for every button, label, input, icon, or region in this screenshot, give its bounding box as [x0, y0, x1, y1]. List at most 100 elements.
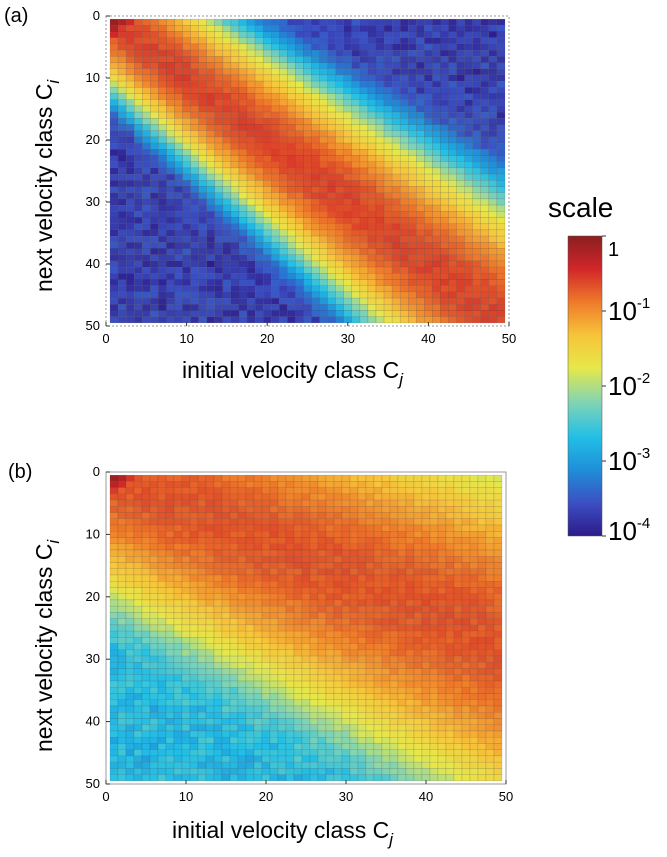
heat-cell-a	[230, 192, 240, 200]
heat-cell-b	[469, 474, 479, 482]
heat-cell-a	[367, 266, 377, 274]
heat-cell-a	[166, 229, 175, 237]
heat-cell-a	[391, 130, 401, 138]
heat-cell-a	[375, 136, 385, 144]
heat-cell-a	[327, 62, 336, 69]
heat-cell-a	[198, 31, 207, 38]
heat-cell-a	[142, 49, 151, 57]
heat-cell-b	[485, 605, 495, 613]
heat-cell-b	[357, 730, 367, 738]
heat-cell-b	[301, 768, 311, 775]
heat-cell-b	[141, 493, 151, 501]
heat-cell-a	[488, 111, 498, 119]
heat-cell-b	[397, 643, 407, 651]
heat-cell-b	[413, 668, 423, 675]
heat-cell-a	[262, 111, 272, 119]
heat-cell-a	[448, 87, 457, 94]
heat-cell-a	[432, 56, 441, 63]
heat-cell-a	[109, 235, 119, 243]
heat-cell-b	[445, 637, 455, 644]
heat-cell-b	[349, 506, 359, 513]
heat-cell-b	[461, 474, 471, 482]
heat-cell-b	[405, 549, 415, 557]
heat-cell-b	[293, 724, 303, 732]
heat-cell-a	[117, 186, 127, 193]
heat-cell-b	[165, 687, 175, 694]
heat-cell-b	[373, 506, 383, 513]
heat-cell-a	[303, 173, 312, 181]
heat-cell-a	[134, 124, 143, 131]
heat-cell-a	[174, 99, 183, 107]
heat-cell-a	[279, 192, 288, 200]
heat-cell-a	[142, 260, 151, 268]
heat-cell-b	[117, 543, 127, 551]
heat-cell-a	[182, 111, 191, 119]
heat-cell-b	[477, 624, 487, 632]
x-tick-label: 10	[179, 789, 193, 804]
heat-cell-a	[391, 105, 401, 113]
heat-cell-b	[389, 643, 399, 651]
heat-cell-a	[150, 118, 159, 125]
heat-cell-b	[389, 556, 399, 563]
heat-cell-b	[317, 531, 327, 538]
heat-cell-b	[293, 680, 303, 688]
heat-cell-b	[149, 737, 159, 744]
heat-cell-a	[238, 266, 248, 274]
heat-cell-b	[317, 761, 327, 769]
heat-cell-a	[125, 186, 135, 193]
heat-cell-b	[109, 687, 119, 694]
heat-cell-a	[150, 173, 159, 181]
heat-cell-a	[424, 310, 433, 317]
heat-cell-b	[133, 693, 143, 700]
heat-cell-a	[246, 56, 256, 63]
heat-cell-a	[319, 56, 328, 63]
heat-cell-a	[335, 279, 344, 286]
heat-cell-b	[221, 655, 231, 663]
heat-cell-b	[317, 668, 327, 675]
heat-cell-b	[149, 537, 159, 544]
heat-cell-a	[424, 155, 433, 162]
heat-cell-a	[399, 68, 409, 76]
heat-cell-b	[173, 556, 183, 563]
heat-cell-a	[327, 235, 336, 243]
heat-cell-b	[397, 712, 407, 719]
heat-cell-b	[317, 574, 327, 582]
heat-cell-a	[254, 173, 264, 181]
heat-cell-b	[213, 499, 223, 507]
heat-cell-a	[367, 155, 377, 162]
heat-cell-b	[373, 487, 383, 495]
heat-cell-a	[440, 161, 449, 169]
heat-cell-a	[222, 99, 232, 107]
heat-cell-a	[391, 93, 401, 100]
heat-cell-b	[301, 624, 311, 632]
heat-cell-b	[229, 774, 239, 782]
heat-cell-b	[269, 556, 279, 563]
heat-cell-b	[397, 693, 407, 700]
heat-cell-b	[293, 718, 303, 725]
heat-cell-b	[165, 531, 175, 538]
heat-cell-b	[165, 712, 175, 719]
heat-cell-b	[325, 755, 335, 763]
heat-cell-a	[416, 266, 425, 274]
heat-cell-b	[381, 693, 391, 700]
heat-cell-b	[285, 643, 295, 651]
heat-cell-b	[293, 755, 303, 763]
heat-cell-a	[262, 18, 272, 26]
heat-cell-b	[301, 687, 311, 694]
heat-cell-b	[413, 531, 423, 538]
heat-cell-a	[262, 142, 272, 150]
heat-cell-b	[437, 506, 447, 513]
heat-cell-b	[381, 493, 391, 501]
heat-cell-b	[285, 730, 295, 738]
heat-cell-b	[117, 537, 127, 544]
heat-cell-b	[213, 737, 223, 744]
heat-cell-b	[421, 599, 431, 607]
heat-cell-a	[448, 136, 457, 144]
heat-cell-a	[109, 68, 119, 76]
heat-cell-a	[142, 279, 151, 286]
heat-cell-b	[397, 481, 407, 488]
heat-cell-b	[357, 768, 367, 775]
heat-cell-a	[271, 87, 280, 94]
heat-cell-a	[230, 31, 240, 38]
heat-cell-a	[182, 173, 191, 181]
